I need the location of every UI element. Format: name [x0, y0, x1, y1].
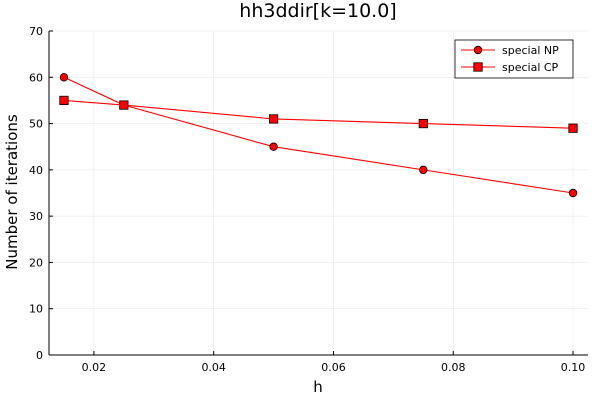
- x-tick-label: 0.02: [82, 361, 107, 374]
- x-tick-label: 0.04: [201, 361, 226, 374]
- y-tick-label: 20: [29, 256, 43, 269]
- data-point: [59, 73, 69, 82]
- legend-marker: [473, 45, 483, 55]
- legend-box: [454, 39, 574, 79]
- legend-label: special NP: [502, 44, 559, 57]
- y-tick-label: 10: [29, 303, 43, 316]
- grid-layer: [49, 30, 588, 356]
- y-axis-title: Number of iterations: [3, 114, 21, 270]
- x-tick-label: 0.10: [561, 361, 586, 374]
- series-circle: [59, 73, 578, 198]
- chart-title: hh3ddir[k=10.0]: [239, 0, 396, 22]
- series-line: [63, 99, 574, 129]
- data-point: [59, 95, 69, 106]
- x-axis-title: h: [313, 378, 323, 396]
- legend-marker: [473, 62, 483, 72]
- series-layer: [59, 73, 578, 198]
- y-tick-label: 70: [29, 25, 43, 38]
- series-line: [63, 76, 574, 194]
- data-point: [568, 188, 578, 198]
- y-tick-label: 40: [29, 164, 43, 177]
- y-tick-label: 0: [36, 349, 43, 362]
- data-point: [269, 142, 278, 151]
- x-tick-label: 0.06: [321, 361, 346, 374]
- data-point: [119, 100, 129, 110]
- x-tick-label: 0.08: [441, 361, 466, 374]
- data-point: [419, 165, 428, 175]
- legend: special NP special CP: [454, 39, 574, 79]
- legend-label: special CP: [502, 61, 559, 74]
- y-tick-label: 60: [29, 71, 43, 84]
- y-tick-label: 50: [29, 118, 43, 131]
- data-point: [568, 123, 578, 133]
- data-point: [268, 114, 279, 124]
- series-square: [59, 95, 578, 133]
- data-point: [418, 118, 428, 129]
- axes-layer: 0.02 0.04 0.06 0.08 0.10 0 10 20 30 40 50 60 70: [29, 25, 588, 374]
- y-tick-label: 30: [29, 210, 43, 223]
